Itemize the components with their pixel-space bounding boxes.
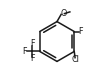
Text: F: F (22, 47, 27, 56)
Text: F: F (30, 54, 35, 63)
Text: Cl: Cl (71, 55, 79, 64)
Text: F: F (79, 27, 83, 36)
Text: O: O (60, 9, 66, 19)
Text: F: F (30, 40, 35, 48)
